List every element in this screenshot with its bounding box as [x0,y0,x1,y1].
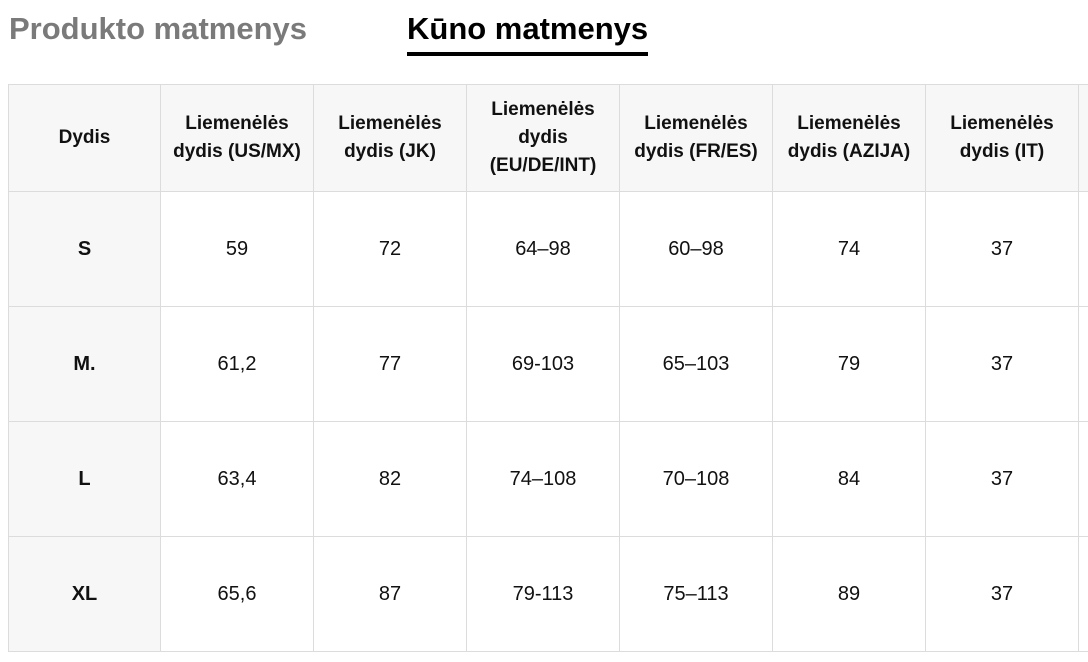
size-table-container[interactable]: Dydis Liemenėlės dydis (US/MX) Liemenėlė… [8,84,1088,652]
table-cell: 59 [160,191,314,307]
column-header-it: Liemenėlės dydis (IT) [925,84,1079,192]
table-cell-overflow [1078,306,1088,422]
measurement-tabs: Produkto matmenys Kūno matmenys [0,0,1088,84]
column-header-fr-es: Liemenėlės dydis (FR/ES) [619,84,773,192]
size-cell: XL [8,536,161,652]
table-cell: 64–98 [466,191,620,307]
table-cell: 72 [313,191,467,307]
table-cell-overflow [1078,191,1088,307]
size-table: Dydis Liemenėlės dydis (US/MX) Liemenėlė… [8,84,1088,652]
table-cell-overflow [1078,536,1088,652]
table-row: S 59 72 64–98 60–98 74 37 [8,191,1088,307]
column-header-eu: Liemenėlės dydis (EU/DE/INT) [466,84,620,192]
table-cell: 79 [772,306,926,422]
column-header-uk: Liemenėlės dydis (JK) [313,84,467,192]
header-row: Dydis Liemenėlės dydis (US/MX) Liemenėlė… [8,84,1088,192]
column-header-asia: Liemenėlės dydis (AZIJA) [772,84,926,192]
table-cell: 61,2 [160,306,314,422]
table-cell: 84 [772,421,926,537]
table-cell: 77 [313,306,467,422]
size-cell: L [8,421,161,537]
table-row: XL 65,6 87 79-113 75–113 89 37 [8,536,1088,652]
table-cell: 70–108 [619,421,773,537]
table-cell: 87 [313,536,467,652]
table-cell: 79-113 [466,536,620,652]
size-cell: S [8,191,161,307]
column-header-overflow [1078,84,1088,192]
table-cell: 75–113 [619,536,773,652]
column-header-size: Dydis [8,84,161,192]
table-cell: 37 [925,421,1079,537]
table-row: L 63,4 82 74–108 70–108 84 37 [8,421,1088,537]
tab-body-measurements[interactable]: Kūno matmenys [407,10,649,56]
table-cell: 89 [772,536,926,652]
table-cell: 74 [772,191,926,307]
column-header-us-mx: Liemenėlės dydis (US/MX) [160,84,314,192]
table-cell: 63,4 [160,421,314,537]
tab-product-measurements[interactable]: Produkto matmenys [9,11,308,46]
table-cell: 65–103 [619,306,773,422]
table-cell: 74–108 [466,421,620,537]
size-cell: M. [8,306,161,422]
table-cell: 37 [925,191,1079,307]
table-cell-overflow [1078,421,1088,537]
table-cell: 65,6 [160,536,314,652]
table-cell: 69-103 [466,306,620,422]
table-cell: 37 [925,536,1079,652]
table-row: M. 61,2 77 69-103 65–103 79 37 [8,306,1088,422]
table-cell: 60–98 [619,191,773,307]
table-cell: 37 [925,306,1079,422]
table-cell: 82 [313,421,467,537]
